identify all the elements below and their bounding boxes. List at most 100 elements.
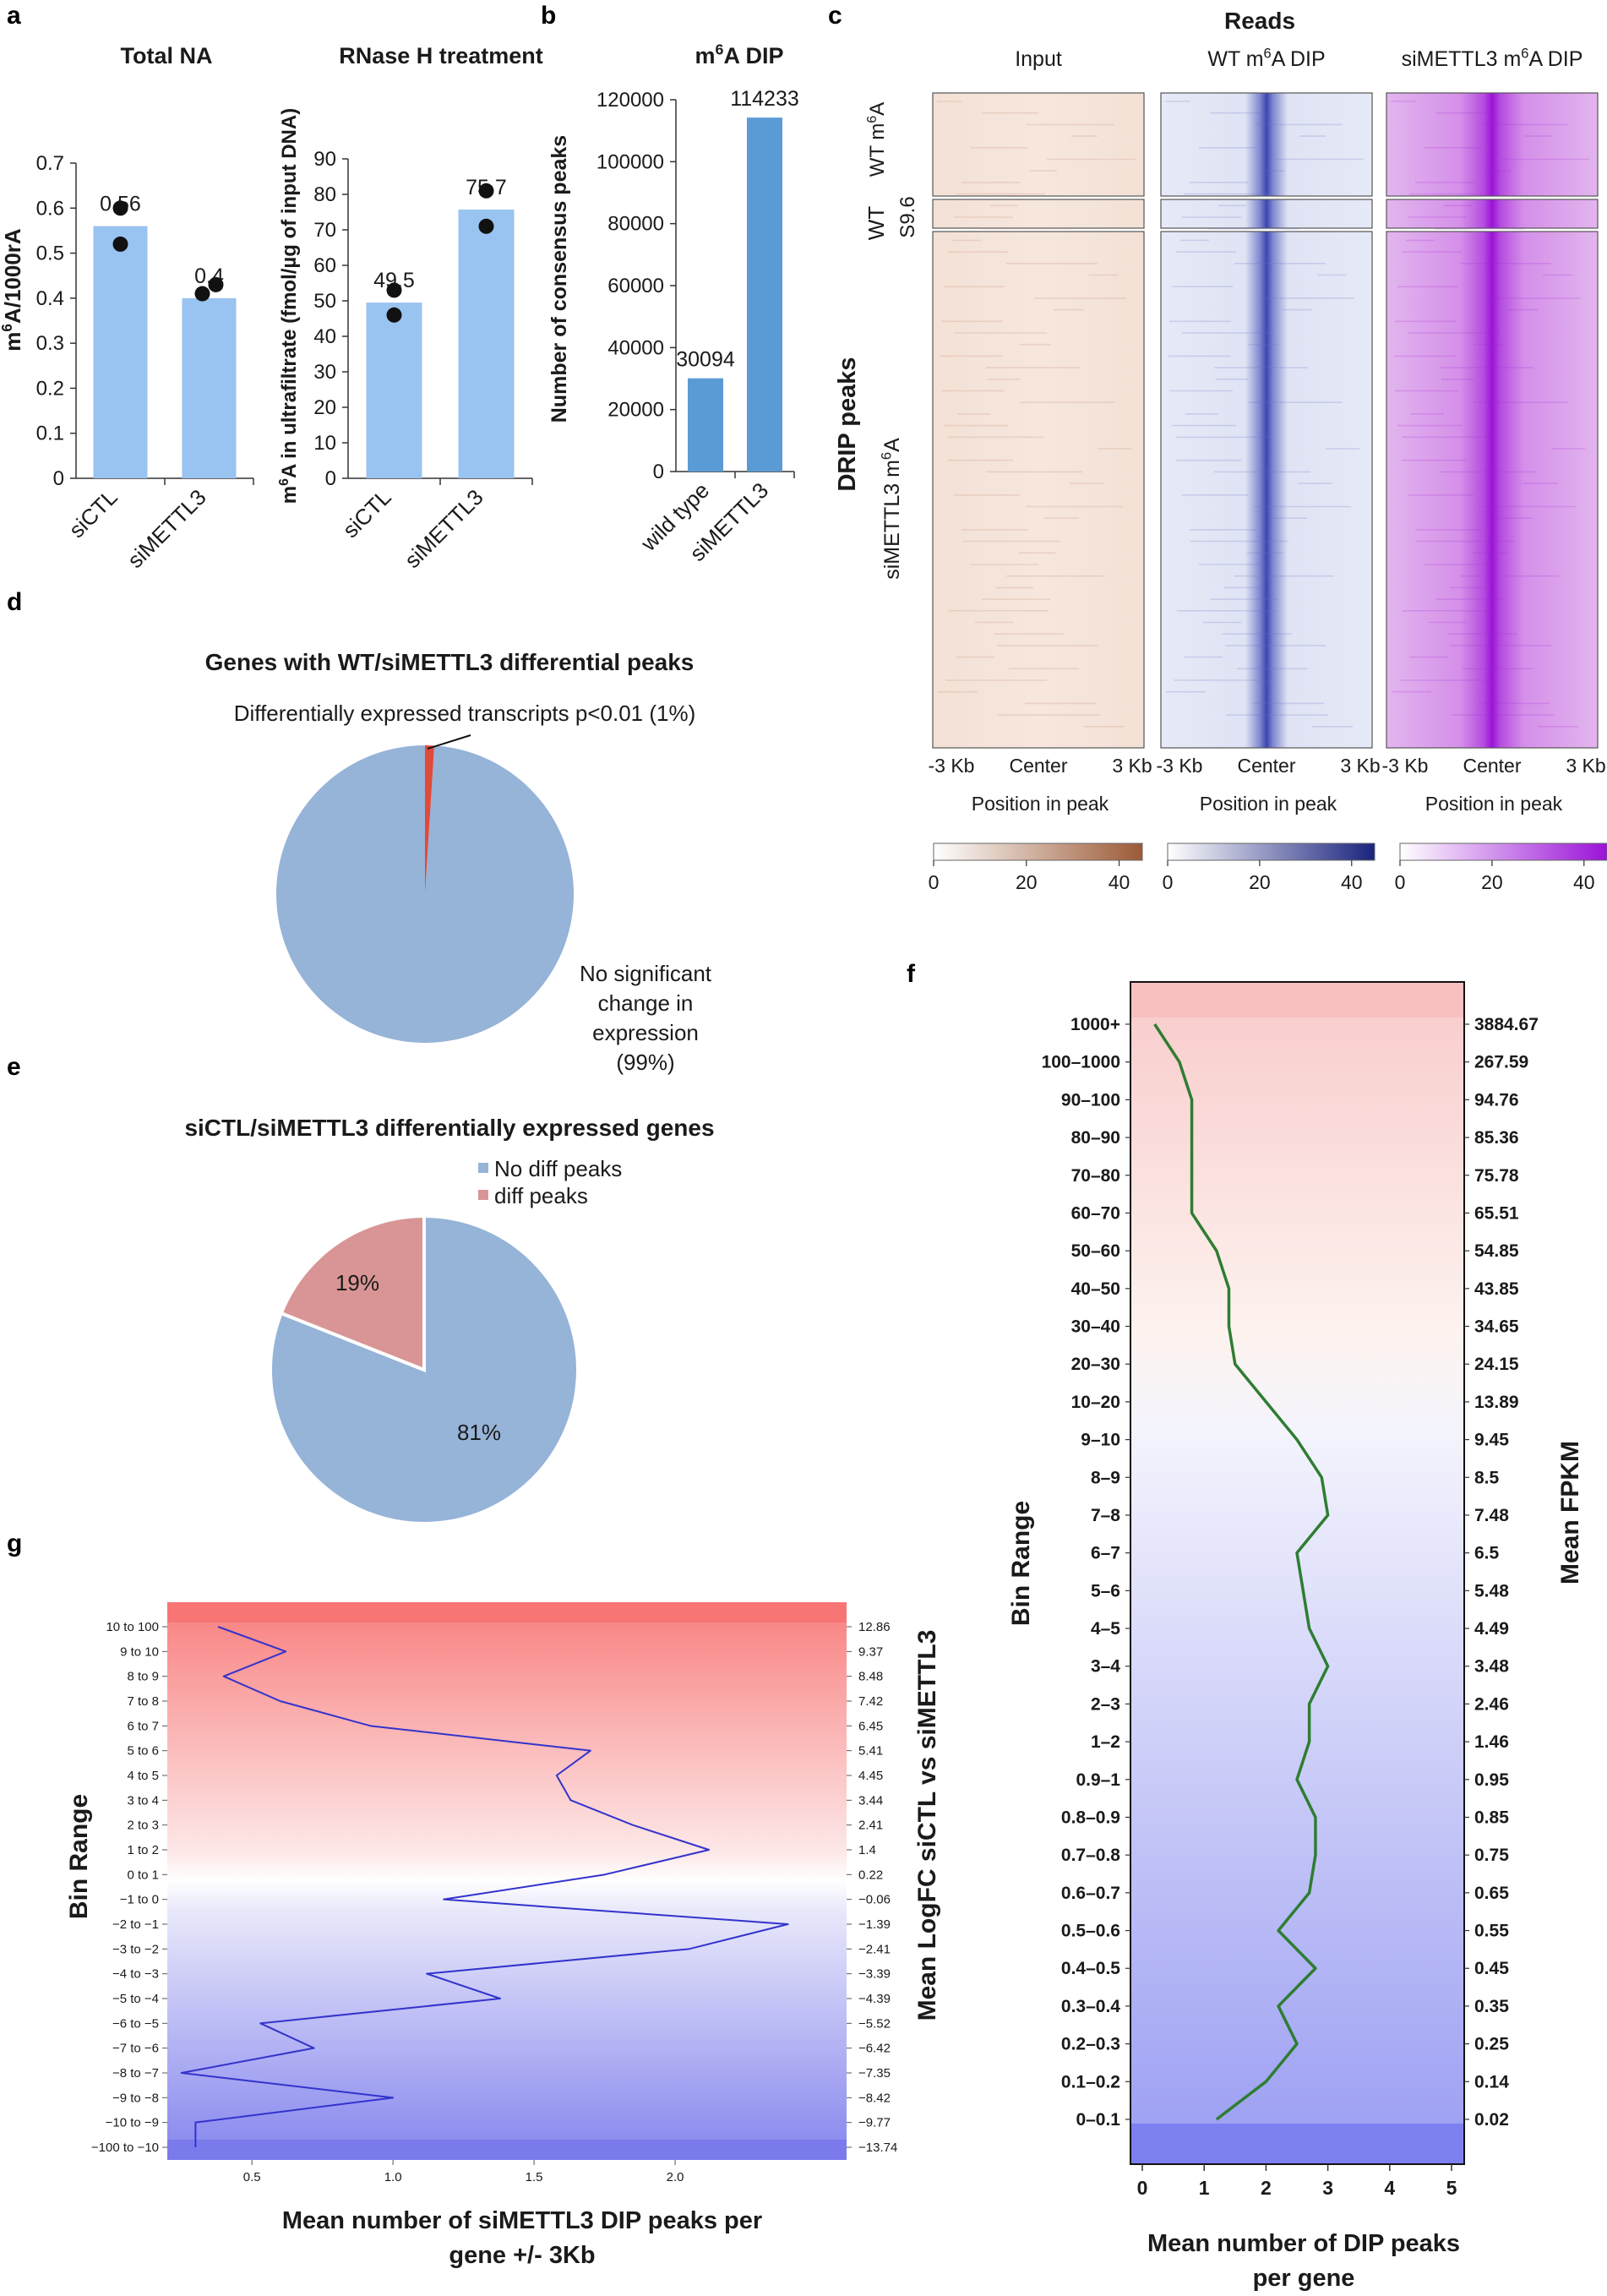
g-logfc-label: −13.74 bbox=[858, 2141, 897, 2155]
g-bin-label: −8 to −7 bbox=[112, 2066, 159, 2081]
f-fpkm-label: 8.5 bbox=[1474, 1468, 1500, 1487]
d-slice-no-change-label: change in bbox=[598, 990, 694, 1016]
f-bin-label: 50–60 bbox=[1071, 1241, 1120, 1261]
f-bin-label: 0.4–0.5 bbox=[1061, 1959, 1120, 1978]
c-heatmap-block bbox=[1386, 92, 1599, 197]
g-logfc-label: −2.41 bbox=[858, 1942, 891, 1956]
c-colorbar-label: 40 bbox=[1341, 871, 1363, 893]
a2-ytick-label: 70 bbox=[313, 219, 336, 242]
f-ylabel-right: Mean FPKM bbox=[1556, 1441, 1584, 1584]
a2-title: RNase H treatment bbox=[339, 43, 543, 68]
b-ytick-label: 0 bbox=[653, 461, 664, 483]
g-logfc-label: −6.42 bbox=[858, 2042, 891, 2056]
f-fpkm-label: 0.85 bbox=[1474, 1808, 1509, 1827]
f-fpkm-label: 54.85 bbox=[1474, 1241, 1519, 1261]
g-xlabel: Mean number of siMETTL3 DIP peaks per bbox=[282, 2207, 762, 2234]
d-leader-line bbox=[427, 734, 471, 750]
a2-bar bbox=[458, 210, 515, 478]
g-bin-label: −2 to −1 bbox=[112, 1917, 159, 1932]
panel-d: Genes with WT/siMETTL3 differential peak… bbox=[205, 649, 712, 1075]
f-xtick-label: 0 bbox=[1137, 2177, 1148, 2199]
g-bin-label: −4 to −3 bbox=[112, 1967, 159, 1982]
f-xtick-label: 3 bbox=[1322, 2177, 1333, 2199]
c-xtick-label: 3 Kb bbox=[1566, 755, 1605, 777]
g-logfc-label: −9.77 bbox=[858, 2116, 891, 2130]
panel-label-f: f bbox=[907, 960, 916, 988]
f-bin-label: 0.8–0.9 bbox=[1061, 1808, 1120, 1827]
c-column-title-sup: 6 bbox=[1264, 46, 1272, 62]
f-fpkm-label: 2.46 bbox=[1474, 1694, 1509, 1714]
g-logfc-label: 6.45 bbox=[858, 1719, 883, 1733]
panel-g: 10 to 100 12.86 9 to 10 9.37 8 to 9 8.48 7 to … bbox=[65, 1602, 941, 2269]
c-xlabel: Position in peak bbox=[1200, 793, 1337, 815]
c-xtick-label: -3 Kb bbox=[1382, 755, 1429, 777]
f-bin-label: 70–80 bbox=[1071, 1166, 1120, 1186]
c-colorbar-label: 40 bbox=[1109, 871, 1130, 893]
c-heatmap-block bbox=[932, 231, 1145, 749]
g-logfc-label: −1.39 bbox=[858, 1917, 891, 1932]
g-logfc-label: 3.44 bbox=[858, 1793, 883, 1808]
f-bin-label: 3–4 bbox=[1091, 1657, 1120, 1677]
a2-ylabel-part1: m bbox=[278, 486, 301, 504]
g-bin-label: −10 to −9 bbox=[106, 2116, 159, 2130]
f-xtick-label: 4 bbox=[1384, 2177, 1395, 2199]
c-row-label-si: siMETTL3 m6A bbox=[880, 438, 905, 580]
c-row-label-wt: WT bbox=[863, 206, 889, 241]
c-heatmap-block bbox=[1386, 199, 1599, 229]
a1-bar bbox=[182, 297, 237, 478]
a1-ytick-label: 0.2 bbox=[36, 377, 64, 400]
a1-data-point bbox=[208, 276, 224, 292]
f-fpkm-label: 7.48 bbox=[1474, 1506, 1509, 1525]
a2-ylabel-sup: 6 bbox=[277, 478, 291, 486]
c-row-label-wt-m6a-sup: 6 bbox=[865, 116, 880, 123]
g-bin-label: −1 to 0 bbox=[120, 1893, 159, 1907]
e-slice-diff bbox=[279, 1213, 426, 1372]
f-fpkm-label: 94.76 bbox=[1474, 1090, 1519, 1110]
a2-data-point bbox=[386, 307, 402, 323]
a1-ylabel-part1: m bbox=[0, 332, 25, 352]
g-xlabel: gene +/- 3Kb bbox=[449, 2242, 595, 2269]
c-colorbar-label: 40 bbox=[1573, 871, 1595, 893]
g-bin-label: 2 to 3 bbox=[127, 1819, 159, 1833]
g-xtick-label: 1.0 bbox=[384, 2170, 402, 2184]
g-bin-label: 1 to 2 bbox=[127, 1843, 159, 1857]
f-fpkm-label: 0.35 bbox=[1474, 1997, 1509, 2016]
b-title-sup: 6 bbox=[716, 41, 724, 58]
a1-ytick-label: 0.3 bbox=[36, 332, 64, 355]
a2-ytick-label: 60 bbox=[313, 254, 336, 277]
g-logfc-label: −8.42 bbox=[858, 2091, 891, 2105]
g-bin-label: 4 to 5 bbox=[127, 1769, 159, 1783]
d-title: Genes with WT/siMETTL3 differential peak… bbox=[205, 649, 695, 675]
g-bin-label: 10 to 100 bbox=[106, 1620, 159, 1634]
f-bin-label: 10–20 bbox=[1071, 1393, 1120, 1412]
a1-ytick-label: 0.6 bbox=[36, 197, 64, 220]
panel-label-b: b bbox=[541, 2, 556, 30]
c-row-label-s96: S9.6 bbox=[896, 196, 919, 237]
b-title-part2: A DIP bbox=[723, 43, 783, 68]
c-xtick-label: Center bbox=[1463, 755, 1521, 777]
f-fpkm-label: 3.48 bbox=[1474, 1657, 1509, 1677]
g-logfc-label: 5.41 bbox=[858, 1744, 883, 1759]
f-fpkm-label: 0.02 bbox=[1474, 2110, 1509, 2130]
g-bin-label: −100 to −10 bbox=[91, 2141, 159, 2155]
g-bin-label: −3 to −2 bbox=[112, 1942, 159, 1956]
c-colorbar bbox=[1167, 843, 1375, 861]
c-column-title: siMETTL3 m6A DIP bbox=[1402, 46, 1583, 72]
f-bin-label: 1000+ bbox=[1070, 1015, 1120, 1034]
b-ytick-label: 40000 bbox=[607, 336, 664, 359]
f-xtick-label: 1 bbox=[1199, 2177, 1210, 2199]
g-bin-label: 8 to 9 bbox=[127, 1670, 159, 1684]
f-fpkm-label: 9.45 bbox=[1474, 1431, 1509, 1450]
c-xtick-label: Center bbox=[1237, 755, 1295, 777]
g-bin-label: 0 to 1 bbox=[127, 1868, 159, 1882]
f-fpkm-label: 24.15 bbox=[1474, 1355, 1519, 1374]
e-slice-no-diff-label: 81% bbox=[457, 1420, 501, 1445]
f-bin-label: 20–30 bbox=[1071, 1355, 1120, 1374]
d-slice-no-change-label: No significant bbox=[580, 961, 712, 986]
g-logfc-label: 9.37 bbox=[858, 1644, 883, 1659]
g-bottom-band bbox=[167, 2140, 847, 2160]
b-ytick-label: 100000 bbox=[596, 150, 664, 173]
b-value-label: 30094 bbox=[676, 348, 735, 372]
f-bin-label: 0.5–0.6 bbox=[1061, 1922, 1120, 1941]
